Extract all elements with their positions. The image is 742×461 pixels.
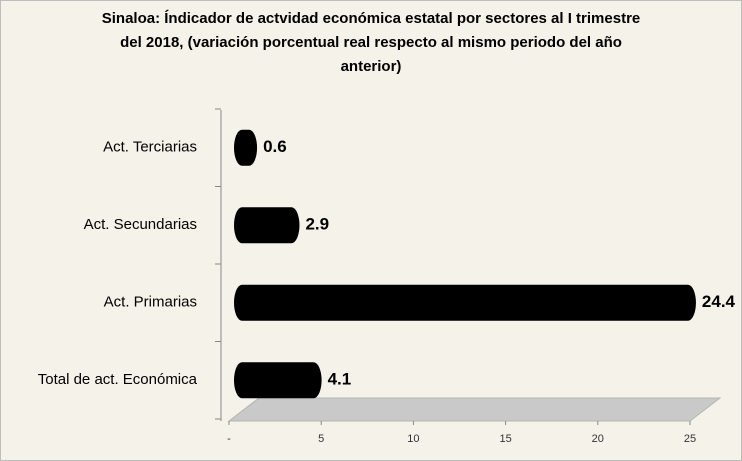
x-tick-label: - bbox=[227, 433, 231, 445]
x-tick-label: 25 bbox=[684, 433, 696, 445]
value-label: 2.9 bbox=[305, 215, 329, 234]
y-tick-label: Act. Secundarias bbox=[84, 216, 197, 233]
x-tick-label: 5 bbox=[318, 433, 324, 445]
chart-title: anterior) bbox=[341, 58, 402, 75]
bar bbox=[234, 284, 696, 321]
bar bbox=[234, 362, 322, 399]
value-label: 24.4 bbox=[702, 292, 736, 311]
chart-title: Sinaloa: Índicador de actvidad económica… bbox=[102, 10, 641, 27]
x-tick-label: 20 bbox=[592, 433, 604, 445]
bar bbox=[234, 129, 258, 166]
y-tick-label: Act. Primarias bbox=[104, 294, 197, 311]
bar bbox=[234, 207, 300, 244]
chart-title: del 2018, (variación porcentual real res… bbox=[120, 34, 622, 51]
x-tick-label: 15 bbox=[499, 433, 511, 445]
x-tick-label: 10 bbox=[407, 433, 419, 445]
value-label: 0.6 bbox=[263, 137, 287, 156]
floor bbox=[227, 397, 722, 422]
y-tick-label: Act. Terciarias bbox=[103, 139, 197, 156]
value-label: 4.1 bbox=[328, 370, 352, 389]
y-tick-label: Total de act. Económica bbox=[38, 371, 198, 388]
